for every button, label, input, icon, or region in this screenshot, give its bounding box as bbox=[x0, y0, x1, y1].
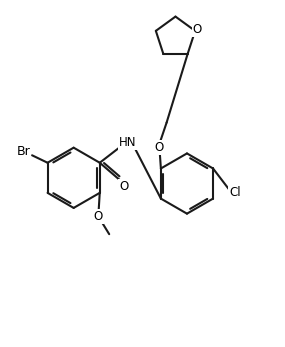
Text: O: O bbox=[94, 210, 103, 223]
Text: O: O bbox=[155, 141, 164, 154]
Text: O: O bbox=[193, 23, 202, 36]
Text: HN: HN bbox=[119, 136, 136, 149]
Text: O: O bbox=[119, 180, 129, 193]
Text: Br: Br bbox=[17, 145, 30, 158]
Text: Cl: Cl bbox=[229, 186, 241, 199]
